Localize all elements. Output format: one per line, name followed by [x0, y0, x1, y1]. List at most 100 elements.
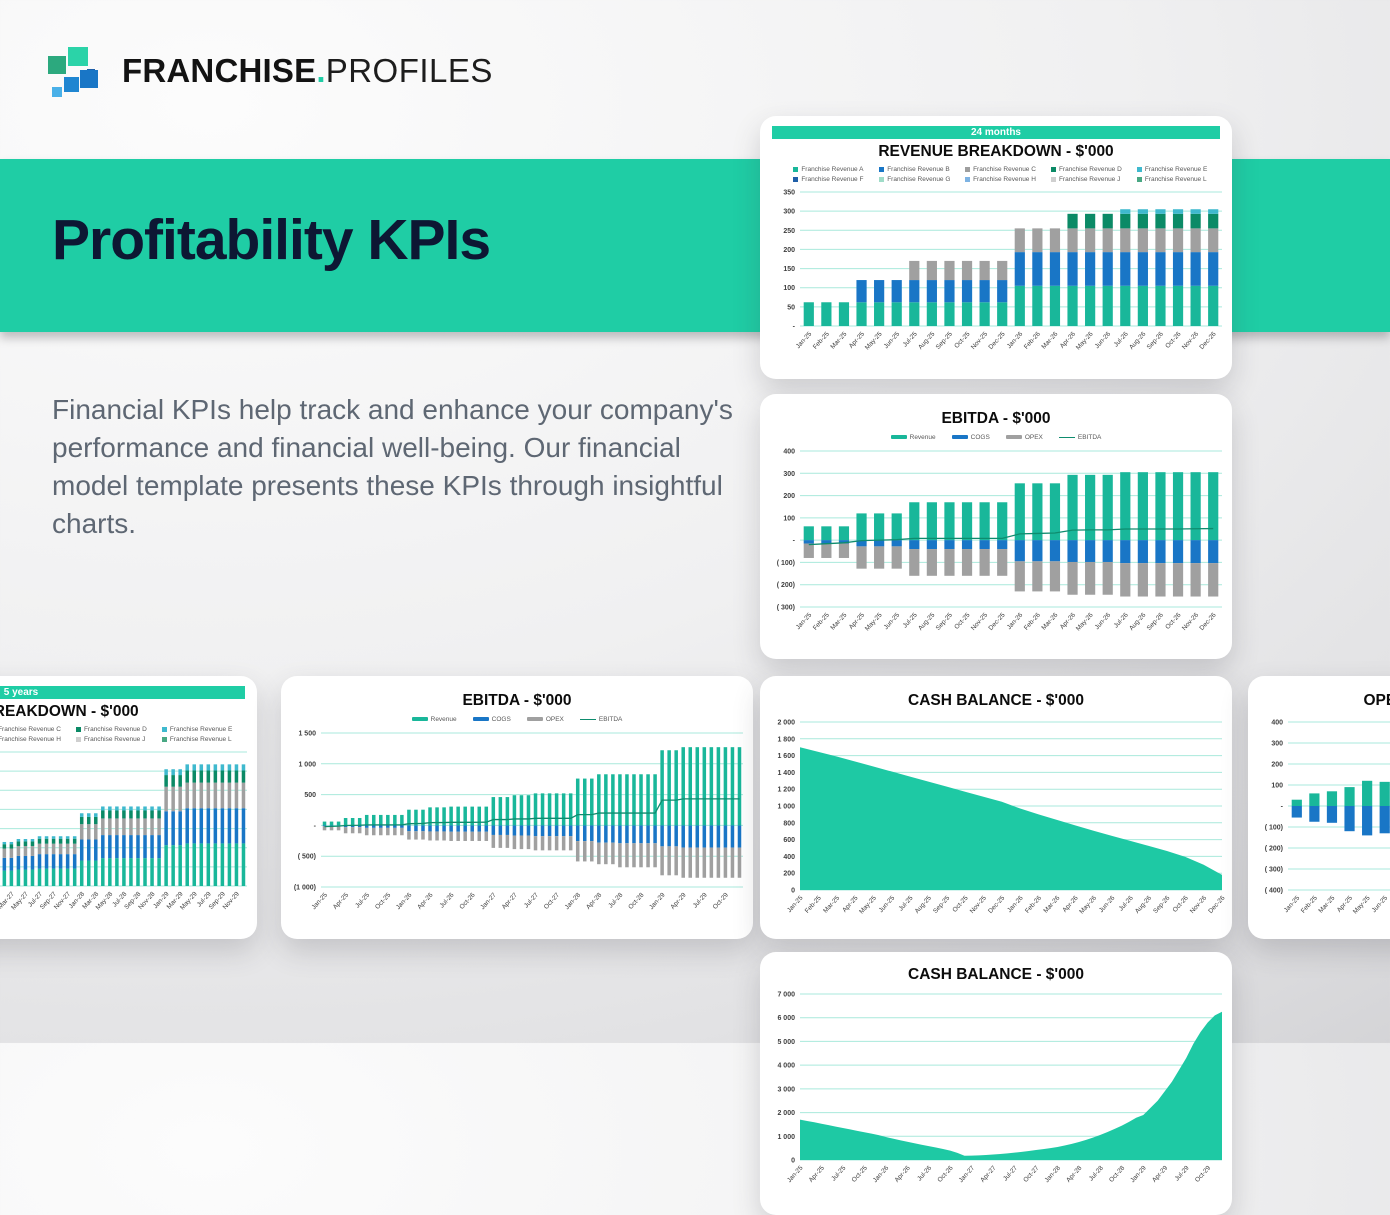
svg-text:Dec-26: Dec-26: [1198, 330, 1217, 351]
legend-item: Franchise Revenue J: [1039, 174, 1125, 184]
svg-text:500: 500: [304, 792, 316, 799]
svg-text:7 000: 7 000: [777, 992, 795, 999]
legend-marker-icon: [793, 177, 798, 182]
svg-text:Sep-26: Sep-26: [1146, 611, 1165, 632]
svg-text:1 800: 1 800: [777, 736, 795, 743]
svg-text:Aug-26: Aug-26: [1128, 611, 1147, 632]
svg-text:-: -: [793, 324, 796, 331]
svg-text:250: 250: [783, 228, 795, 235]
svg-text:200: 200: [783, 493, 795, 500]
legend-label: Franchise Revenue F: [801, 176, 863, 183]
svg-text:Jul-29: Jul-29: [692, 891, 709, 909]
legend-marker-icon: [527, 717, 543, 721]
svg-text:0: 0: [791, 1158, 795, 1165]
svg-text:600: 600: [783, 837, 795, 844]
svg-text:Jan-25: Jan-25: [1283, 894, 1302, 914]
svg-text:Apr-26: Apr-26: [416, 891, 435, 910]
legend-marker-icon: [162, 727, 167, 732]
svg-text:350: 350: [783, 190, 795, 197]
brand-dot: .: [316, 52, 325, 89]
svg-text:50: 50: [787, 304, 795, 311]
svg-text:Aug-25: Aug-25: [917, 330, 936, 351]
logo-square-green: [48, 56, 66, 74]
chart-title: CASH BALANCE - $'000: [760, 966, 1232, 984]
svg-text:Dec-25: Dec-25: [987, 330, 1006, 351]
legend-item: Franchise Revenue A: [781, 164, 867, 174]
svg-text:1 600: 1 600: [777, 753, 795, 760]
svg-text:Mar-25: Mar-25: [829, 611, 848, 631]
svg-text:Jul-26: Jul-26: [439, 891, 456, 909]
legend-label: OPEX: [546, 716, 564, 723]
logo-square-teal: [68, 47, 88, 66]
svg-text:Apr-27: Apr-27: [979, 1164, 998, 1183]
svg-text:Sep-26: Sep-26: [1152, 894, 1171, 915]
svg-text:Oct-25: Oct-25: [951, 894, 970, 913]
svg-text:100: 100: [783, 285, 795, 292]
svg-text:Jul-29: Jul-29: [1174, 1164, 1191, 1182]
legend-marker-icon: [76, 737, 81, 742]
legend-item: Franchise Revenue H: [953, 174, 1039, 184]
operating-cash-flow-card: OPERATING CASH FLOW - $'000 400300200100…: [1248, 676, 1390, 939]
legend-item: EBITDA: [1059, 434, 1101, 441]
svg-text:Feb-25: Feb-25: [812, 330, 831, 350]
svg-text:1 000: 1 000: [777, 1134, 795, 1141]
svg-text:Oct-25: Oct-25: [953, 330, 972, 349]
legend-marker-icon: [412, 717, 428, 721]
legend-label: COGS: [492, 716, 511, 723]
svg-text:Dec-25: Dec-25: [987, 611, 1006, 632]
svg-text:5 000: 5 000: [777, 1039, 795, 1046]
svg-text:800: 800: [783, 820, 795, 827]
svg-text:Jul-25: Jul-25: [354, 891, 371, 909]
svg-text:May-26: May-26: [1075, 330, 1095, 351]
svg-text:-: -: [793, 538, 796, 545]
legend-marker-icon: [76, 727, 81, 732]
svg-text:Oct-25: Oct-25: [851, 1164, 870, 1183]
page-title: Profitability KPIs: [52, 207, 490, 273]
svg-text:Oct-27: Oct-27: [543, 891, 562, 910]
brand-name-light: PROFILES: [326, 52, 493, 89]
svg-text:Oct-26: Oct-26: [1164, 330, 1183, 349]
svg-text:Jan-25: Jan-25: [311, 891, 330, 911]
svg-text:Oct-26: Oct-26: [1172, 894, 1191, 913]
chart-title: OPERATING CASH FLOW - $'000: [1248, 692, 1390, 710]
legend-marker-icon: [879, 177, 884, 182]
svg-text:Nov-25: Nov-25: [969, 894, 988, 915]
svg-text:300: 300: [783, 209, 795, 216]
svg-text:Jun-26: Jun-26: [1094, 611, 1113, 631]
svg-text:Apr-25: Apr-25: [332, 891, 351, 910]
svg-text:-: -: [314, 823, 317, 830]
legend-marker-icon: [1059, 437, 1075, 438]
legend-marker-icon: [473, 717, 489, 721]
svg-text:Jan-26: Jan-26: [1006, 611, 1025, 631]
logo-square-blue-mid: [64, 77, 79, 92]
legend-label: Revenue: [431, 716, 457, 723]
legend-label: Franchise Revenue L: [1145, 176, 1207, 183]
svg-text:( 300): ( 300): [777, 605, 795, 612]
svg-text:1 200: 1 200: [777, 787, 795, 794]
svg-text:Oct-29: Oct-29: [1194, 1164, 1213, 1183]
legend-label: EBITDA: [599, 716, 622, 723]
legend-marker-icon: [965, 167, 970, 172]
svg-text:2 000: 2 000: [777, 720, 795, 727]
legend-label: Franchise Revenue E: [170, 726, 233, 733]
legend-label: Franchise Revenue L: [170, 736, 232, 743]
svg-text:( 100): ( 100): [777, 560, 795, 567]
legend-item: Franchise Revenue B: [867, 164, 953, 174]
svg-text:Oct-26: Oct-26: [458, 891, 477, 910]
legend-marker-icon: [965, 177, 970, 182]
svg-text:Jan-26: Jan-26: [1006, 894, 1025, 914]
svg-text:Jan-26: Jan-26: [395, 891, 414, 911]
svg-text:100: 100: [1271, 783, 1283, 790]
legend-marker-icon: [1137, 167, 1142, 172]
svg-text:Dec-25: Dec-25: [987, 894, 1006, 915]
legend-marker-icon: [162, 737, 167, 742]
svg-text:Oct-29: Oct-29: [712, 891, 731, 910]
svg-text:Jan-25: Jan-25: [795, 330, 814, 350]
legend-label: Franchise Revenue C: [973, 166, 1036, 173]
